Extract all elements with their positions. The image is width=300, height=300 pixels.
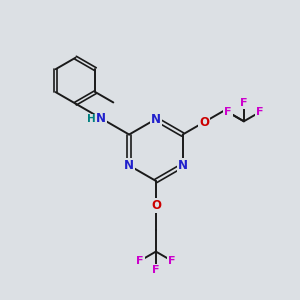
Text: F: F <box>136 256 144 266</box>
Text: O: O <box>199 116 209 128</box>
Text: H: H <box>87 114 96 124</box>
Text: F: F <box>224 107 232 117</box>
Text: F: F <box>168 256 176 266</box>
Text: O: O <box>151 200 161 212</box>
Text: N: N <box>124 159 134 172</box>
Text: F: F <box>256 107 263 117</box>
Text: N: N <box>178 159 188 172</box>
Text: N: N <box>151 112 161 126</box>
Text: N: N <box>96 112 106 125</box>
Text: F: F <box>152 265 160 275</box>
Text: F: F <box>240 98 247 108</box>
